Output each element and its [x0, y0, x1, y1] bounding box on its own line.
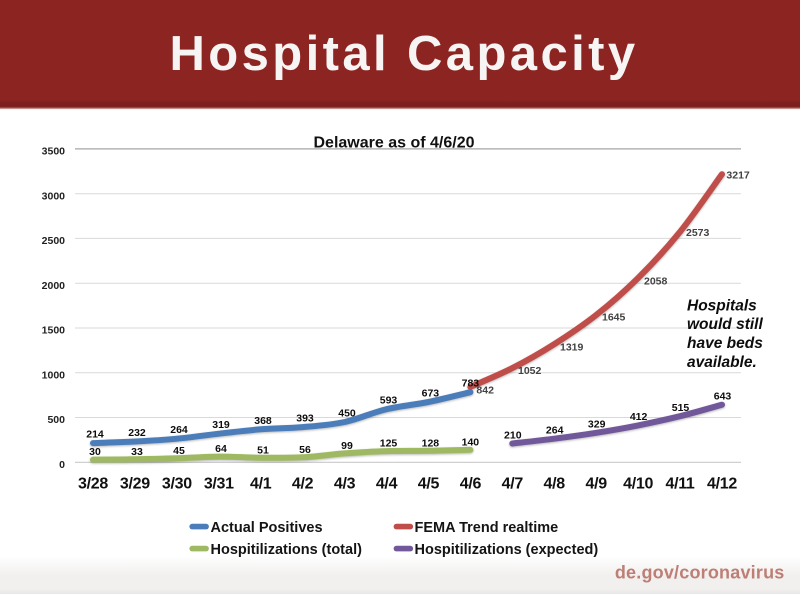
svg-text:33: 33 [131, 446, 143, 458]
svg-text:643: 643 [714, 391, 732, 403]
svg-text:de.gov/coronavirus: de.gov/coronavirus [615, 563, 785, 583]
svg-text:210: 210 [504, 429, 522, 441]
svg-text:515: 515 [672, 402, 690, 414]
svg-text:393: 393 [296, 413, 314, 425]
svg-text:3/30: 3/30 [162, 476, 192, 493]
svg-text:140: 140 [462, 436, 480, 448]
svg-text:3500: 3500 [42, 146, 66, 158]
svg-text:450: 450 [338, 408, 356, 420]
svg-text:4/5: 4/5 [418, 476, 440, 493]
svg-text:4/11: 4/11 [665, 476, 694, 493]
svg-text:1319: 1319 [560, 341, 584, 353]
svg-text:4/12: 4/12 [707, 476, 737, 493]
svg-text:4/10: 4/10 [623, 476, 653, 493]
svg-text:3/28: 3/28 [78, 476, 108, 493]
svg-text:2058: 2058 [644, 275, 668, 287]
svg-text:available.: available. [687, 354, 757, 371]
svg-text:4/7: 4/7 [502, 476, 524, 493]
svg-text:2000: 2000 [42, 280, 66, 292]
svg-text:56: 56 [299, 444, 311, 456]
svg-text:4/2: 4/2 [292, 476, 314, 493]
svg-text:4/3: 4/3 [334, 476, 356, 493]
svg-text:128: 128 [422, 437, 440, 449]
svg-text:Actual Positives: Actual Positives [211, 520, 323, 536]
svg-text:4/8: 4/8 [544, 476, 566, 493]
svg-text:412: 412 [630, 411, 648, 423]
svg-text:3/31: 3/31 [204, 476, 234, 493]
svg-text:593: 593 [380, 395, 398, 407]
svg-text:842: 842 [476, 384, 494, 396]
svg-text:1000: 1000 [42, 370, 66, 382]
svg-text:0: 0 [59, 459, 65, 471]
svg-text:125: 125 [380, 438, 398, 450]
svg-text:368: 368 [254, 415, 272, 427]
svg-text:Hospitilizations (expected): Hospitilizations (expected) [415, 542, 599, 558]
svg-text:have beds: have beds [687, 335, 763, 352]
svg-text:4/6: 4/6 [460, 476, 482, 493]
svg-text:64: 64 [215, 443, 227, 455]
svg-text:783: 783 [462, 378, 480, 390]
svg-text:264: 264 [170, 424, 188, 436]
svg-text:4/4: 4/4 [376, 476, 398, 493]
svg-text:3217: 3217 [726, 169, 750, 181]
svg-text:2573: 2573 [686, 227, 710, 239]
svg-text:Hospitals: Hospitals [687, 297, 757, 314]
svg-text:99: 99 [341, 440, 353, 452]
svg-text:232: 232 [128, 427, 146, 439]
svg-text:30: 30 [89, 446, 101, 458]
svg-text:1645: 1645 [602, 311, 626, 323]
svg-text:673: 673 [422, 388, 440, 400]
svg-text:FEMA Trend realtime: FEMA Trend realtime [415, 520, 559, 536]
svg-text:3000: 3000 [42, 190, 66, 202]
svg-text:would still: would still [687, 316, 763, 333]
svg-text:319: 319 [212, 419, 230, 431]
svg-text:1500: 1500 [42, 325, 66, 337]
svg-text:Hospitilizations (total): Hospitilizations (total) [211, 542, 363, 558]
svg-text:51: 51 [257, 444, 269, 456]
svg-text:1052: 1052 [518, 365, 542, 377]
svg-text:264: 264 [546, 425, 564, 437]
svg-text:500: 500 [47, 414, 65, 426]
svg-text:4/9: 4/9 [586, 476, 608, 493]
svg-text:45: 45 [173, 445, 185, 457]
svg-text:329: 329 [588, 419, 606, 431]
svg-text:Delaware as of 4/6/20: Delaware as of 4/6/20 [314, 135, 475, 152]
svg-text:214: 214 [86, 429, 104, 441]
svg-text:2500: 2500 [42, 235, 66, 247]
svg-text:3/29: 3/29 [120, 476, 150, 493]
svg-text:4/1: 4/1 [250, 476, 272, 493]
